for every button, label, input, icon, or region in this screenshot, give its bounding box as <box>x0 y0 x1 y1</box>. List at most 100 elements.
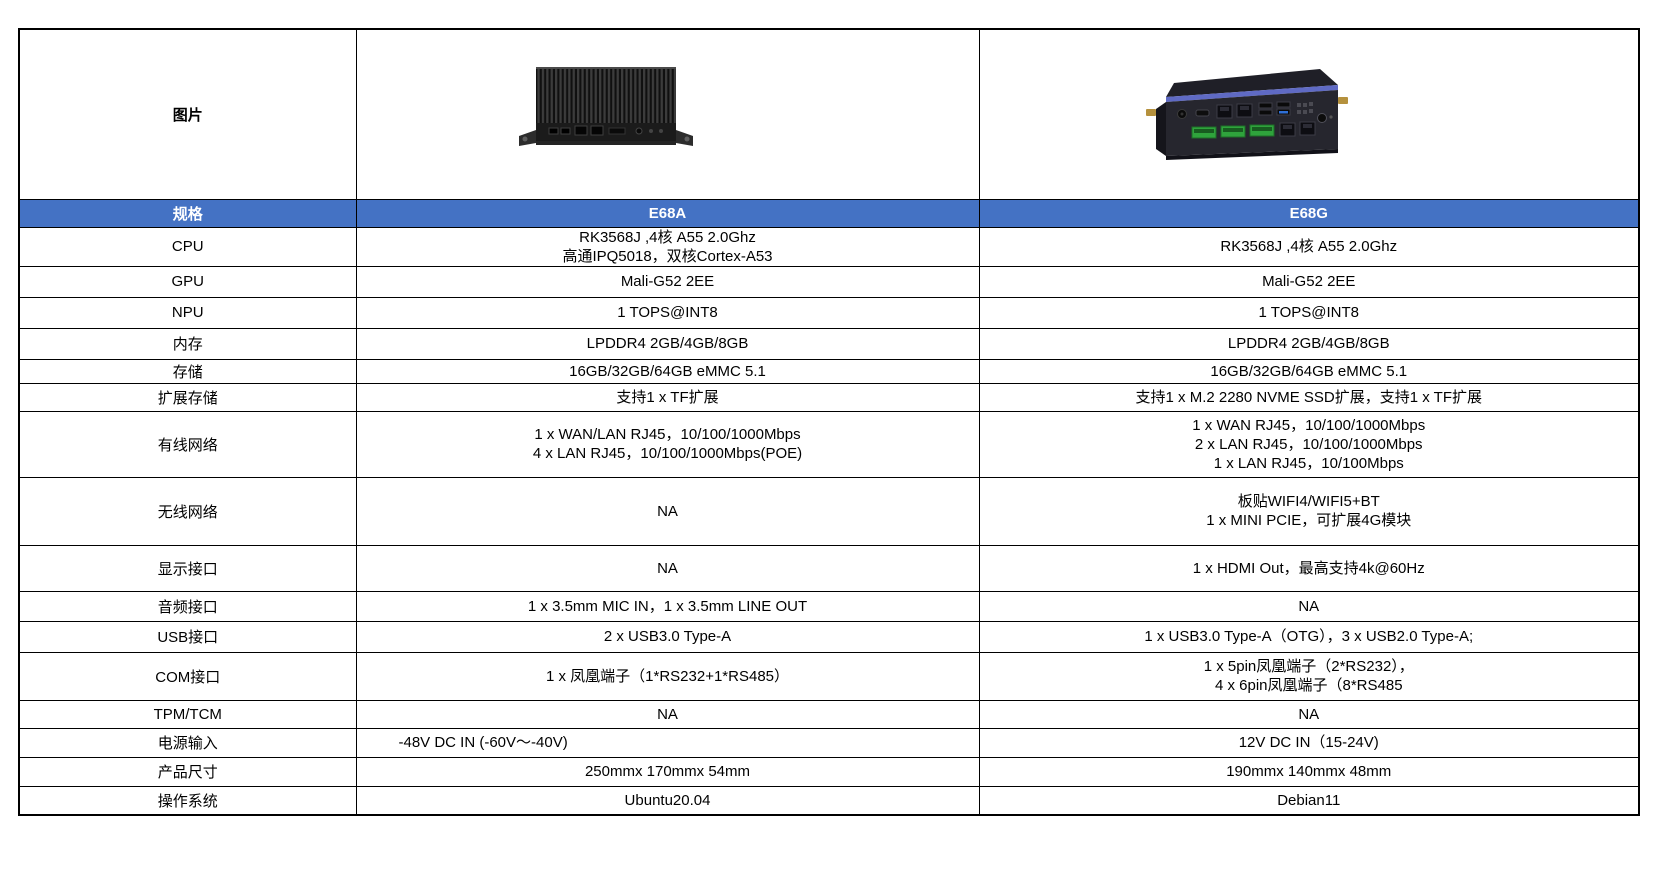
row-label-cell: 音频接口 <box>18 590 357 622</box>
value-line: 1 x WAN/LAN RJ45，10/100/1000Mbps <box>534 426 801 443</box>
value-line: 1 TOPS@INT8 <box>617 304 718 321</box>
value-cell-e68g: NA <box>978 699 1640 729</box>
value-cell-e68g: 1 x 5pin凤凰端子（2*RS232）， 4 x 6pin凤凰端子（8*RS4… <box>978 651 1640 701</box>
value-line: 190mmx 140mmx 48mm <box>1226 763 1392 780</box>
value-cell-e68a: Ubuntu20.04 <box>355 785 980 816</box>
value-line: LPDDR4 2GB/4GB/8GB <box>586 335 749 352</box>
value-cell-e68g: 1 x USB3.0 Type-A（OTG），3 x USB2.0 Type-A… <box>978 620 1640 653</box>
spec-row: 有线网络 1 x WAN/LAN RJ45，10/100/1000Mbps 4 x … <box>18 410 1640 478</box>
value-cell-e68a: NA <box>355 476 980 546</box>
row-label-cell: 无线网络 <box>18 476 357 546</box>
value-line: LPDDR4 2GB/4GB/8GB <box>1227 335 1390 352</box>
value-line: 16GB/32GB/64GB eMMC 5.1 <box>569 362 766 380</box>
value-line: 1 TOPS@INT8 <box>1258 304 1360 321</box>
value-line: 1 x 凤凰端子（1*RS232+1*RS485） <box>545 667 790 685</box>
header-e68g-label: E68G <box>978 198 1640 228</box>
spec-row: NPU 1 TOPS@INT8 1 TOPS@INT8 <box>18 296 1640 329</box>
e68g-product-image <box>1145 68 1348 160</box>
spec-row: 显示接口 NA 1 x HDMI Out，最高支持4k@60Hz <box>18 544 1640 592</box>
header-row: 规格 E68A E68G <box>18 198 1640 228</box>
spec-row: TPM/TCM NA NA <box>18 699 1640 729</box>
value-cell-e68a: LPDDR4 2GB/4GB/8GB <box>355 327 980 360</box>
value-line: 4 x 6pin凤凰端子（8*RS485 <box>1214 677 1403 694</box>
value-line: 支持1 x TF扩展 <box>616 388 719 406</box>
spec-row: 无线网络 NA 板贴WIFI4/WIFI5+BT 1 x MINI PCIE，可扩展4… <box>18 476 1640 546</box>
row-label-cell: 有线网络 <box>18 410 357 478</box>
value-line: NA <box>1298 597 1320 615</box>
value-cell-e68g: 190mmx 140mmx 48mm <box>978 756 1640 787</box>
value-cell-e68a: 1 x 凤凰端子（1*RS232+1*RS485） <box>355 651 980 701</box>
value-line: Debian11 <box>1277 791 1341 809</box>
value-cell-e68a: NA <box>355 544 980 592</box>
value-line: 2 x LAN RJ45，10/100/1000Mbps <box>1194 435 1423 453</box>
value-line: 1 x HDMI Out，最高支持4k@60Hz <box>1192 559 1425 577</box>
value-line: Ubuntu20.04 <box>624 791 711 809</box>
value-line: 1 x 3.5mm MIC IN，1 x 3.5mm LINE OUT <box>527 597 808 615</box>
value-line: 1 x LAN RJ45，10/100Mbps <box>1213 454 1404 472</box>
value-cell-e68g: 16GB/32GB/64GB eMMC 5.1 <box>978 358 1640 384</box>
value-line: RK3568J ,4核 A55 2.0Ghz <box>579 228 756 246</box>
row-label-cell: 电源输入 <box>18 727 357 758</box>
image-row: 图片 <box>18 28 1640 200</box>
value-cell-e68a: 1 x WAN/LAN RJ45，10/100/1000Mbps 4 x LAN … <box>355 410 980 478</box>
spec-row: 电源输入 -48V DC IN (-60V～-40V) 12V DC IN（15-2… <box>18 727 1640 758</box>
value-line: 1 x 5pin凤凰端子（2*RS232）， <box>1203 658 1414 675</box>
value-line: 高通IPQ5018，双核Cortex-A53 <box>562 247 773 265</box>
spec-rows-body: CPU RK3568J ,4核 A55 2.0Ghz 高通IPQ5018，双核Cor… <box>18 226 1640 816</box>
value-line: NA <box>657 559 678 577</box>
row-label-cell: CPU <box>18 226 357 267</box>
spec-comparison-table: 图片 <box>18 28 1640 816</box>
row-label-cell: 产品尺寸 <box>18 756 357 787</box>
value-cell-e68g: LPDDR4 2GB/4GB/8GB <box>978 327 1640 360</box>
value-line: NA <box>657 705 678 723</box>
e68a-image-cell <box>355 28 980 200</box>
value-cell-e68g: 1 TOPS@INT8 <box>978 296 1640 329</box>
value-cell-e68a: 支持1 x TF扩展 <box>355 382 980 412</box>
row-label-cell: COM接口 <box>18 651 357 701</box>
spec-row: 存储 16GB/32GB/64GB eMMC 5.1 16GB/32GB/64GB … <box>18 358 1640 384</box>
spec-row: 扩展存储 支持1 x TF扩展 支持1 x M.2 2280 NVME SSD扩展，… <box>18 382 1640 412</box>
value-cell-e68a: NA <box>355 699 980 729</box>
value-line: RK3568J ,4核 A55 2.0Ghz <box>1220 238 1398 255</box>
value-line: 1 x WAN RJ45，10/100/1000Mbps <box>1192 416 1426 434</box>
value-cell-e68g: 12V DC IN（15-24V) <box>978 727 1640 758</box>
spec-row: 内存 LPDDR4 2GB/4GB/8GB LPDDR4 2GB/4GB/8GB <box>18 327 1640 360</box>
value-line: 4 x LAN RJ45，10/100/1000Mbps(POE) <box>532 445 803 462</box>
value-cell-e68g: RK3568J ,4核 A55 2.0Ghz <box>978 226 1640 267</box>
row-label-cell: NPU <box>18 296 357 329</box>
value-line: 250mmx 170mmx 54mm <box>584 763 751 780</box>
value-cell-e68a: 2 x USB3.0 Type-A <box>355 620 980 653</box>
value-cell-e68a: Mali-G52 2EE <box>355 265 980 298</box>
value-cell-e68a: 16GB/32GB/64GB eMMC 5.1 <box>355 358 980 384</box>
value-line: 板贴WIFI4/WIFI5+BT <box>1237 493 1380 510</box>
row-label-cell: GPU <box>18 265 357 298</box>
value-cell-e68a: 1 x 3.5mm MIC IN，1 x 3.5mm LINE OUT <box>355 590 980 622</box>
value-cell-e68a: RK3568J ,4核 A55 2.0Ghz 高通IPQ5018，双核Cortex… <box>355 226 980 267</box>
image-row-label: 图片 <box>18 28 357 200</box>
header-spec-label: 规格 <box>18 198 357 228</box>
value-cell-e68g: Debian11 <box>978 785 1640 816</box>
row-label-cell: 内存 <box>18 327 357 360</box>
value-cell-e68g: 1 x WAN RJ45，10/100/1000Mbps 2 x LAN RJ45… <box>978 410 1640 478</box>
header-e68a-label: E68A <box>355 198 980 228</box>
value-line: NA <box>1298 705 1320 723</box>
spec-row: 音频接口 1 x 3.5mm MIC IN，1 x 3.5mm LINE OUT N… <box>18 590 1640 622</box>
value-line: Mali-G52 2EE <box>620 273 715 290</box>
spec-comparison-table-wrap: 图片 <box>18 28 1640 816</box>
row-label-cell: TPM/TCM <box>18 699 357 729</box>
value-line: 12V DC IN（15-24V) <box>1238 734 1379 751</box>
value-line: -48V DC IN (-60V～-40V) <box>398 734 568 751</box>
value-cell-e68a: -48V DC IN (-60V～-40V) <box>355 727 980 758</box>
value-cell-e68g: 1 x HDMI Out，最高支持4k@60Hz <box>978 544 1640 592</box>
value-cell-e68g: NA <box>978 590 1640 622</box>
value-cell-e68a: 1 TOPS@INT8 <box>355 296 980 329</box>
spec-row: USB接口 2 x USB3.0 Type-A 1 x USB3.0 Type-A（… <box>18 620 1640 653</box>
value-line: Mali-G52 2EE <box>1262 273 1356 290</box>
value-cell-e68g: Mali-G52 2EE <box>978 265 1640 298</box>
value-line: 2 x USB3.0 Type-A <box>603 628 732 645</box>
row-label-cell: 存储 <box>18 358 357 384</box>
value-line: 16GB/32GB/64GB eMMC 5.1 <box>1210 362 1408 380</box>
row-label-cell: USB接口 <box>18 620 357 653</box>
e68a-product-image <box>518 67 693 147</box>
spec-row: COM接口 1 x 凤凰端子（1*RS232+1*RS485） 1 x 5pin凤凰… <box>18 651 1640 701</box>
